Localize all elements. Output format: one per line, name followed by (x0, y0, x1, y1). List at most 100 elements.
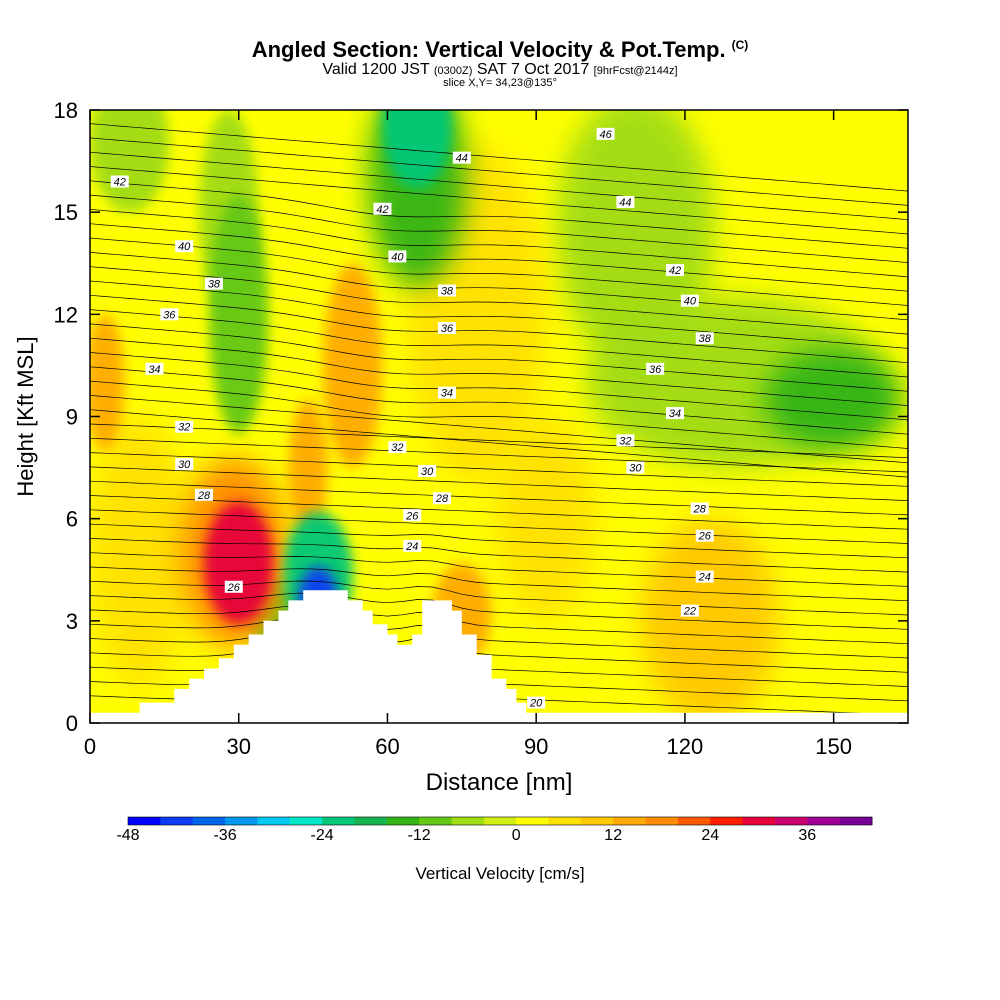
isentrope-line-25 (90, 337, 908, 406)
isentrope-line-18 (90, 437, 908, 473)
contour-label-text: 28 (197, 490, 211, 502)
x-tick-label: 0 (84, 734, 96, 759)
contour-label-text: 36 (441, 323, 454, 335)
colorbar-title: Vertical Velocity [cm/s] (415, 864, 585, 883)
isentrope-line-36 (90, 180, 908, 249)
colorbar-tick-label: -24 (310, 827, 334, 844)
contour-label-bg (695, 529, 714, 542)
contour-label-29: 26 (224, 580, 243, 594)
isentrope-line-27 (90, 309, 908, 378)
velocity-region-18 (382, 110, 452, 189)
x-tick-label: 120 (667, 734, 704, 759)
colorbar-tick-label: 36 (798, 827, 817, 844)
isentrope-line-20 (90, 409, 908, 478)
contour-label-25: 28 (432, 492, 451, 505)
velocity-region-2 (90, 110, 170, 213)
colorbar-swatch-0 (128, 817, 161, 825)
x-tick-label: 90 (524, 734, 548, 759)
contour-label-text: 26 (227, 582, 241, 594)
contour-label-text: 32 (178, 422, 190, 434)
contour-label-20: 32 (616, 434, 635, 447)
y-tick-label: 18 (54, 98, 78, 123)
y-tick-label: 3 (66, 609, 78, 634)
contour-label-bg (432, 492, 451, 505)
colorbar-swatch-4 (257, 817, 291, 825)
contour-label-11: 38 (695, 332, 714, 345)
valid-time-utc: (0300Z) (433, 65, 473, 77)
contour-label-text: 40 (391, 251, 404, 263)
isentrope-line-10 (90, 552, 908, 587)
contour-label-bg (527, 696, 546, 709)
colorbar-swatch-10 (451, 817, 485, 825)
contour-label-text: 30 (629, 463, 642, 475)
contour-label-bg (224, 580, 243, 593)
chart-title: Angled Section: Vertical Velocity & Pot.… (0, 37, 1000, 63)
y-tick-label: 15 (54, 200, 78, 225)
contour-label-text: 46 (599, 129, 612, 141)
isentrope-line-37 (90, 166, 908, 235)
contour-label-text: 42 (376, 204, 388, 216)
colorbar-swatch-19 (742, 817, 776, 825)
contour-label-text: 26 (698, 531, 712, 543)
contour-label-9: 38 (204, 277, 223, 291)
isentrope-line-38 (90, 151, 908, 221)
isentrope-line-30 (90, 266, 908, 335)
contour-label-bg (646, 362, 665, 375)
contour-label-bg (690, 502, 709, 515)
contour-label-bg (680, 294, 699, 307)
contour-label-bg (680, 604, 699, 617)
contour-label-13: 36 (437, 321, 456, 335)
contour-label-text: 42 (114, 177, 126, 189)
contour-label-5: 42 (665, 264, 684, 277)
contour-label-bg (665, 264, 684, 277)
colorbar-swatch-5 (289, 817, 323, 825)
contour-label-text: 26 (405, 510, 419, 522)
contour-label-bg (665, 407, 684, 420)
contour-label-text: 42 (669, 265, 681, 277)
isentrope-line-12 (90, 523, 908, 559)
contour-label-2: 44 (616, 195, 635, 209)
terrain-profile (90, 590, 908, 723)
y-tick-label: 12 (54, 302, 78, 327)
contour-label-bg (616, 195, 635, 208)
contour-label-23: 30 (626, 461, 645, 475)
contour-label-bg (403, 509, 422, 522)
colorbar-tick-label: -48 (116, 827, 140, 844)
contour-label-14: 36 (646, 362, 665, 376)
contour-label-text: 34 (441, 388, 453, 400)
isentrope-line-33 (90, 223, 908, 292)
contour-label-18: 32 (175, 420, 194, 434)
contour-label-bg (616, 434, 635, 447)
x-tick-label: 150 (815, 734, 852, 759)
isentrope-line-16 (90, 466, 908, 501)
contour-label-24: 28 (195, 488, 214, 502)
contour-label-text: 32 (619, 435, 631, 447)
isentrope-line-40 (90, 123, 908, 192)
contour-label-16: 34 (437, 386, 456, 400)
y-tick-label: 0 (66, 711, 78, 736)
contour-label-28: 26 (695, 529, 714, 543)
contour-label-3: 42 (110, 175, 129, 189)
colorbar-swatch-22 (839, 817, 873, 825)
colorbar-frame (127, 816, 873, 826)
contour-label-text: 20 (529, 698, 543, 710)
contour-label-8: 40 (680, 294, 699, 308)
colorbar-swatch-9 (419, 817, 452, 825)
contour-label-bg (695, 570, 714, 583)
contour-label-bg (195, 488, 214, 501)
isentrope-line-15 (90, 480, 908, 516)
colorbar-tick-label: -12 (407, 827, 431, 844)
colorbar-swatch-13 (548, 817, 582, 825)
contour-label-26: 28 (690, 502, 709, 515)
colorbar-swatch-1 (160, 817, 194, 825)
isentrope-line-21 (90, 395, 908, 464)
chart-subtitle: Valid 1200 JST (0300Z) SAT 7 Oct 2017 [9… (0, 61, 1000, 79)
colorbar-swatch-6 (322, 817, 355, 825)
contour-label-bg (626, 461, 645, 474)
isentrope-line-17 (90, 452, 908, 487)
colorbar-swatch-12 (516, 817, 550, 825)
isentrope-line-4 (90, 629, 908, 673)
contour-label-bg (145, 362, 164, 375)
contour-label-31: 24 (695, 570, 714, 584)
